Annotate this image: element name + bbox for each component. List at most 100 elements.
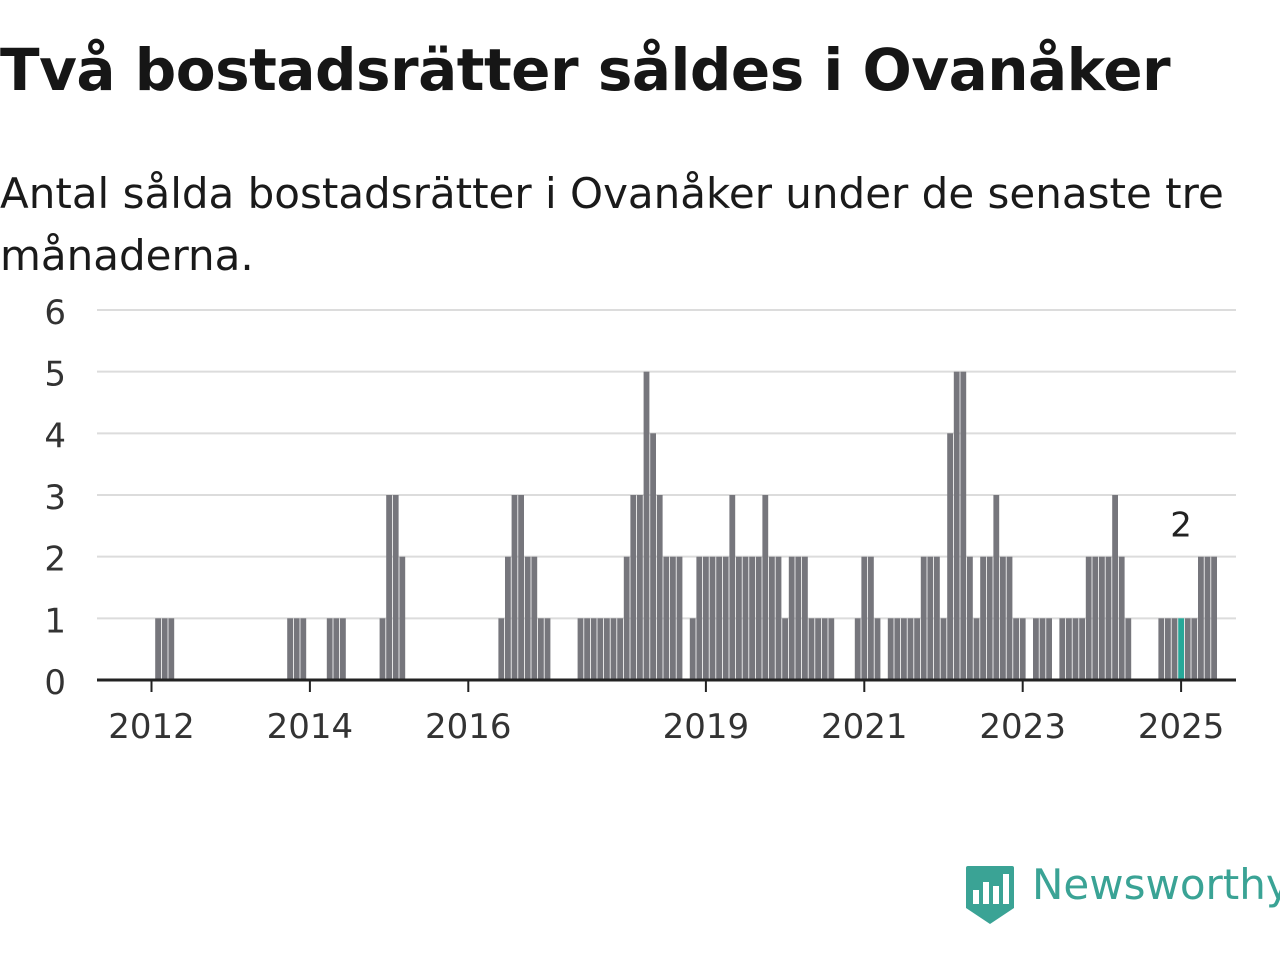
bar bbox=[1099, 556, 1105, 680]
bar bbox=[947, 433, 953, 680]
bar bbox=[392, 495, 399, 680]
bar bbox=[722, 556, 729, 680]
bar bbox=[333, 618, 340, 680]
highlight-data-label: 2 bbox=[1170, 506, 1192, 546]
bar bbox=[821, 618, 828, 680]
bar bbox=[1125, 618, 1132, 680]
bar bbox=[1112, 495, 1118, 680]
bar bbox=[808, 618, 815, 680]
bar bbox=[1158, 618, 1165, 680]
bar bbox=[670, 556, 676, 680]
bar bbox=[287, 618, 293, 680]
bar bbox=[729, 495, 736, 680]
bar bbox=[967, 556, 973, 680]
bar bbox=[953, 371, 960, 680]
bar bbox=[293, 618, 300, 680]
bar bbox=[736, 556, 742, 680]
bar bbox=[914, 618, 920, 680]
y-tick-label: 4 bbox=[44, 416, 66, 456]
bar bbox=[617, 618, 623, 680]
bar bbox=[1191, 618, 1198, 680]
x-tick-label: 2014 bbox=[267, 707, 354, 747]
bar bbox=[610, 618, 617, 680]
bar bbox=[584, 618, 590, 680]
bar bbox=[1165, 618, 1171, 680]
bar bbox=[1198, 556, 1204, 680]
bar bbox=[524, 556, 531, 680]
bar bbox=[742, 556, 749, 680]
bar bbox=[1211, 556, 1217, 680]
bar bbox=[168, 618, 175, 680]
bar bbox=[161, 618, 168, 680]
y-tick-label: 6 bbox=[44, 293, 66, 333]
bar bbox=[650, 433, 656, 680]
bar bbox=[656, 495, 663, 680]
bar bbox=[577, 618, 584, 680]
bar bbox=[782, 618, 788, 680]
bar bbox=[643, 371, 650, 680]
chart-title: Två bostadsrätter såldes i Ovanåker bbox=[0, 36, 1171, 104]
bar bbox=[538, 618, 544, 680]
y-tick-label: 1 bbox=[44, 601, 66, 641]
bar bbox=[1184, 618, 1191, 680]
bar bbox=[663, 556, 670, 680]
bar bbox=[505, 556, 511, 680]
bar bbox=[940, 618, 947, 680]
bar bbox=[340, 618, 346, 680]
bar bbox=[399, 556, 406, 680]
bar bbox=[386, 495, 392, 680]
x-tick-label: 2025 bbox=[1138, 707, 1225, 747]
bar bbox=[762, 495, 769, 680]
bar bbox=[960, 371, 967, 680]
bar bbox=[1000, 556, 1006, 680]
bar bbox=[1072, 618, 1079, 680]
bar bbox=[901, 618, 907, 680]
bar bbox=[709, 556, 716, 680]
bar bbox=[934, 556, 940, 680]
y-tick-label: 5 bbox=[44, 355, 66, 395]
x-tick-label: 2019 bbox=[663, 707, 750, 747]
bar bbox=[1046, 618, 1052, 680]
bar bbox=[703, 556, 709, 680]
bar bbox=[894, 618, 901, 680]
bar bbox=[689, 618, 696, 680]
bar bbox=[973, 618, 980, 680]
bar bbox=[993, 495, 1000, 680]
bar bbox=[511, 495, 518, 680]
bar bbox=[1092, 556, 1099, 680]
bar bbox=[531, 556, 538, 680]
x-tick-label: 2016 bbox=[425, 707, 512, 747]
bar bbox=[887, 618, 894, 680]
bar bbox=[861, 556, 868, 680]
bar bbox=[920, 556, 927, 680]
bar bbox=[755, 556, 762, 680]
bar bbox=[1039, 618, 1046, 680]
bar bbox=[1006, 556, 1013, 680]
bar bbox=[155, 618, 161, 680]
bar bbox=[1033, 618, 1039, 680]
y-tick-label: 3 bbox=[44, 478, 66, 518]
bar bbox=[907, 618, 914, 680]
bar bbox=[696, 556, 703, 680]
bar bbox=[1059, 618, 1066, 680]
bar bbox=[604, 618, 610, 680]
bar bbox=[597, 618, 604, 680]
bar bbox=[544, 618, 551, 680]
bar bbox=[379, 618, 386, 680]
bar bbox=[986, 556, 993, 680]
newsworthy-logo-icon bbox=[966, 866, 1014, 924]
bar bbox=[590, 618, 597, 680]
bar bbox=[874, 618, 881, 680]
y-tick-label: 2 bbox=[44, 540, 66, 580]
bar bbox=[518, 495, 524, 680]
bar bbox=[1204, 556, 1211, 680]
bar bbox=[300, 618, 307, 680]
bar bbox=[980, 556, 986, 680]
bar bbox=[769, 556, 775, 680]
bar bbox=[1118, 556, 1125, 680]
bar bbox=[716, 556, 722, 680]
bar bbox=[815, 618, 821, 680]
bar bbox=[868, 556, 874, 680]
brand-name: Newsworthy bbox=[1032, 860, 1280, 909]
